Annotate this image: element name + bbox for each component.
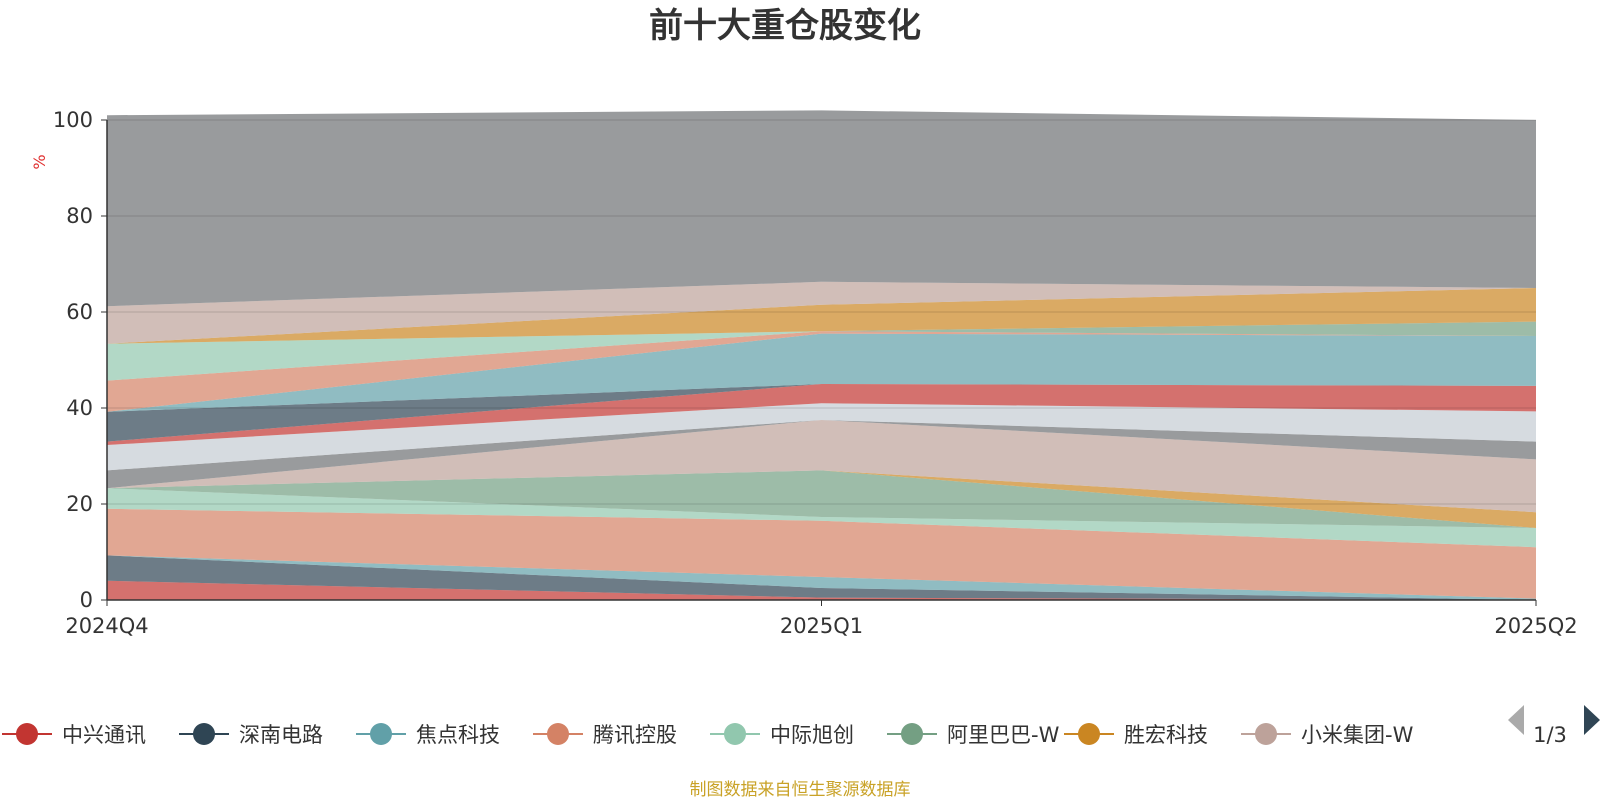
area-series-0 [107,580,1536,600]
source-note: 制图数据来自恒生聚源数据库 [690,780,911,800]
area-series-8 [107,420,1536,489]
y-tick-label: 20 [66,492,93,516]
legend-pager: 1/3 [1508,705,1600,747]
area-series-7 [107,420,1536,513]
area-series-5 [107,470,1536,528]
y-tick-label: 60 [66,300,93,324]
legend-item[interactable]: 阿里巴巴-W [887,723,1060,747]
area-series-10 [107,384,1536,445]
x-tick-label: 2025Q1 [780,614,863,638]
x-tick-label: 2024Q4 [65,614,148,638]
legend-marker-icon [1255,723,1277,745]
area-series-9 [107,403,1536,471]
legend-marker-icon [193,723,215,745]
legend-marker-icon [547,723,569,745]
y-tick-label: 40 [66,396,93,420]
area-series-14 [107,331,1536,381]
legend-marker-icon [724,723,746,745]
legend-marker-icon [370,723,392,745]
legend-item[interactable]: 深南电路 [179,723,323,747]
legend[interactable]: 中兴通讯 深南电路 焦点科技 腾讯控股 中际旭创 阿里巴巴-W 胜宏科技 小米集团-W [2,723,1414,747]
legend-marker-icon [1078,723,1100,745]
legend-item[interactable]: 中际旭创 [710,723,854,747]
legend-label: 中际旭创 [770,723,854,747]
legend-label: 焦点科技 [416,723,500,747]
legend-label: 阿里巴巴-W [947,723,1060,747]
legend-item[interactable]: 中兴通讯 [2,723,146,747]
legend-item[interactable]: 小米集团-W [1241,723,1414,747]
y-axis-unit: % [30,154,49,169]
legend-item[interactable]: 腾讯控股 [533,723,677,747]
legend-page-indicator: 1/3 [1533,723,1567,747]
y-tick-label: 0 [80,588,93,612]
legend-marker-icon [16,723,38,745]
legend-label: 腾讯控股 [593,723,677,747]
area-series-3 [107,508,1536,599]
legend-label: 小米集团-W [1301,723,1414,747]
area-series-13 [107,331,1536,412]
area-series-15 [107,321,1536,344]
legend-label: 中兴通讯 [62,723,146,747]
stacked-areas [107,110,1536,600]
legend-marker-icon [901,723,923,745]
area-series-1 [107,555,1536,600]
area-series-17 [107,281,1536,344]
grid-lines [107,119,1536,505]
y-tick-label: 100 [53,108,93,132]
legend-next-page-icon[interactable] [1584,705,1600,735]
area-series-6 [107,470,1536,528]
x-tick-label: 2025Q2 [1494,614,1577,638]
legend-label: 深南电路 [239,723,323,747]
legend-label: 胜宏科技 [1124,723,1208,747]
y-tick-label: 80 [66,204,93,228]
legend-item[interactable]: 胜宏科技 [1064,723,1208,747]
area-series-16 [107,288,1536,344]
area-series-11 [107,384,1536,442]
legend-prev-page-icon[interactable] [1508,705,1524,735]
chart-title: 前十大重仓股变化 [649,6,921,46]
area-series-2 [107,555,1536,600]
x-axis-ticks: 2024Q4 2025Q1 2025Q2 [65,600,1578,638]
area-series-12 [107,333,1536,412]
y-axis-ticks: 0 20 40 60 80 100 [53,108,107,612]
legend-item[interactable]: 焦点科技 [356,723,500,747]
area-series-4 [107,488,1536,548]
area-series-18 [107,110,1536,307]
